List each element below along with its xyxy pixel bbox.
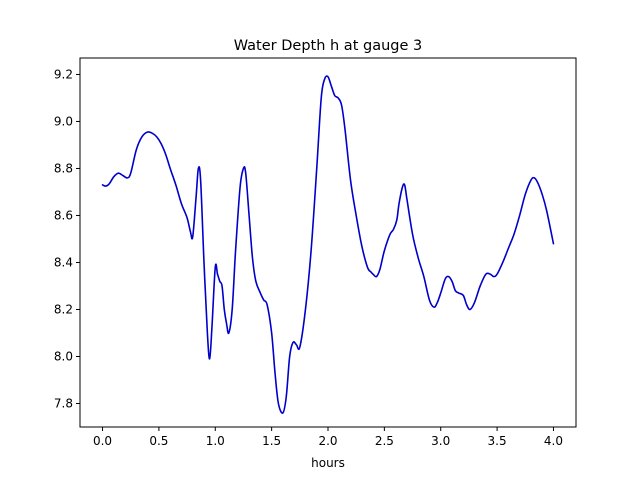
x-tick-label: 3.0 xyxy=(431,434,450,448)
y-tick-label: 9.0 xyxy=(54,114,73,128)
x-tick-label: 1.0 xyxy=(206,434,225,448)
y-tick-label: 8.6 xyxy=(54,208,73,222)
x-tick-label: 2.5 xyxy=(375,434,394,448)
x-tick-label: 2.0 xyxy=(318,434,337,448)
y-tick-label: 8.0 xyxy=(54,349,73,363)
x-axis: 0.0 0.5 1.0 1.5 2.0 2.5 3.0 3.5 4.0 xyxy=(93,427,563,448)
chart-title: Water Depth h at gauge 3 xyxy=(234,38,422,54)
x-tick-label: 0.5 xyxy=(149,434,168,448)
y-tick-label: 7.8 xyxy=(54,396,73,410)
x-axis-label: hours xyxy=(311,456,345,470)
y-tick-label: 9.2 xyxy=(54,67,73,81)
x-tick-label: 3.5 xyxy=(488,434,507,448)
x-tick-label: 1.5 xyxy=(262,434,281,448)
y-tick-label: 8.2 xyxy=(54,302,73,316)
y-tick-label: 8.4 xyxy=(54,255,73,269)
x-tick-label: 4.0 xyxy=(544,434,563,448)
series-line xyxy=(101,75,555,414)
x-tick-label: 0.0 xyxy=(93,434,112,448)
plot-area xyxy=(101,75,555,414)
y-tick-label: 8.8 xyxy=(54,161,73,175)
y-axis: 7.8 8.0 8.2 8.4 8.6 8.8 9.0 9.2 xyxy=(54,67,80,410)
